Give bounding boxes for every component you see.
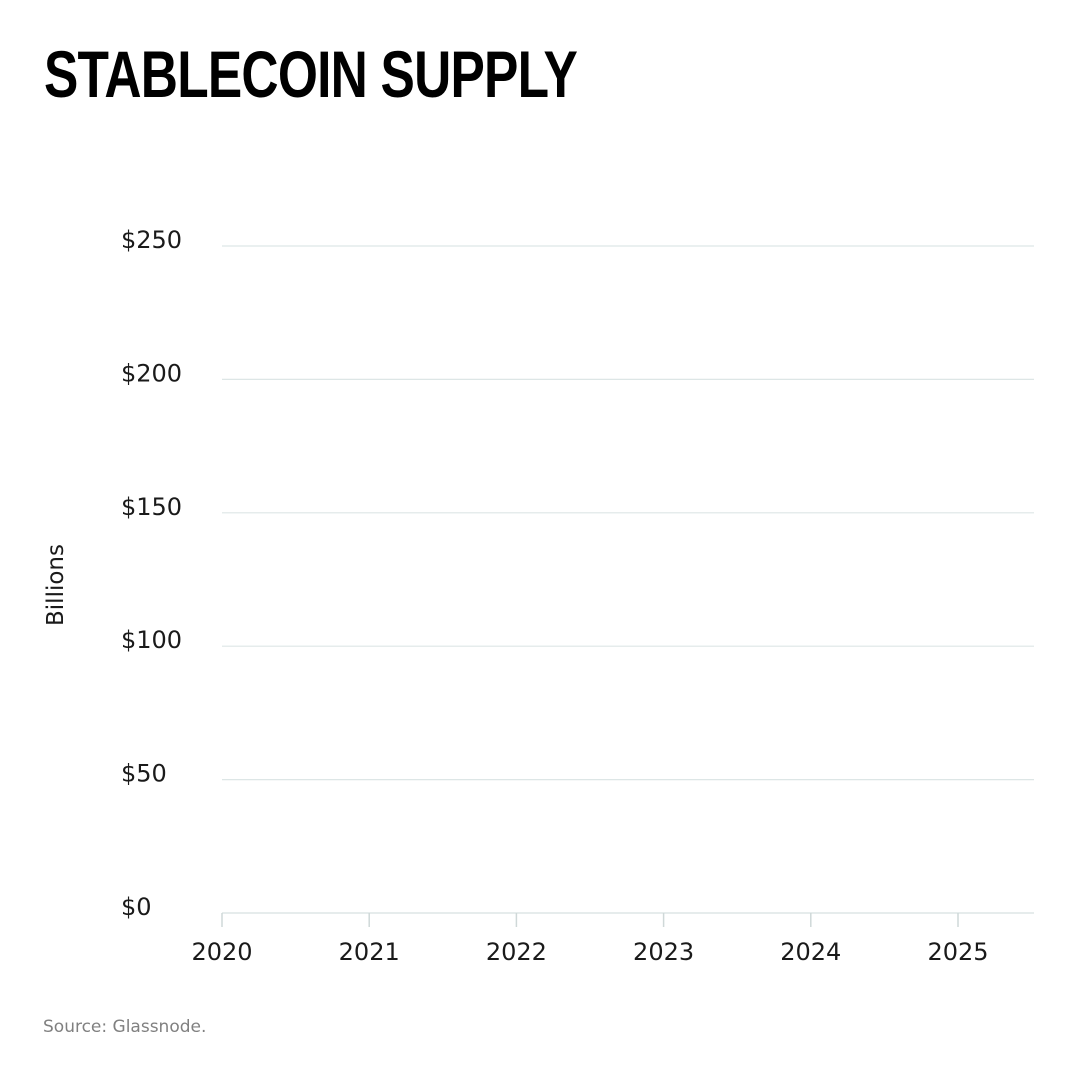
x-axis-ticks: 2020 2021 2022 2023 2024 2025 <box>191 913 989 966</box>
y-tick-label: $100 <box>121 626 182 654</box>
x-tick-label: 2020 <box>191 938 252 966</box>
x-tick-label: 2025 <box>927 938 988 966</box>
x-tick-label: 2024 <box>780 938 841 966</box>
x-tick-label: 2023 <box>633 938 694 966</box>
x-tick-label: 2021 <box>339 938 400 966</box>
gridlines <box>222 245 1034 781</box>
y-tick-label: $50 <box>121 760 167 788</box>
y-tick-label: $200 <box>121 359 182 387</box>
chart-title: STABLECOIN SUPPLY <box>44 37 578 111</box>
y-tick-label: $0 <box>121 893 152 921</box>
source-note: Source: Glassnode. <box>43 1017 207 1037</box>
x-tick-label: 2022 <box>486 938 547 966</box>
y-tick-label: $150 <box>121 493 182 521</box>
y-tick-label: $250 <box>121 226 182 254</box>
y-axis-ticks: $0 $50 $100 $150 $200 $250 <box>121 226 182 921</box>
